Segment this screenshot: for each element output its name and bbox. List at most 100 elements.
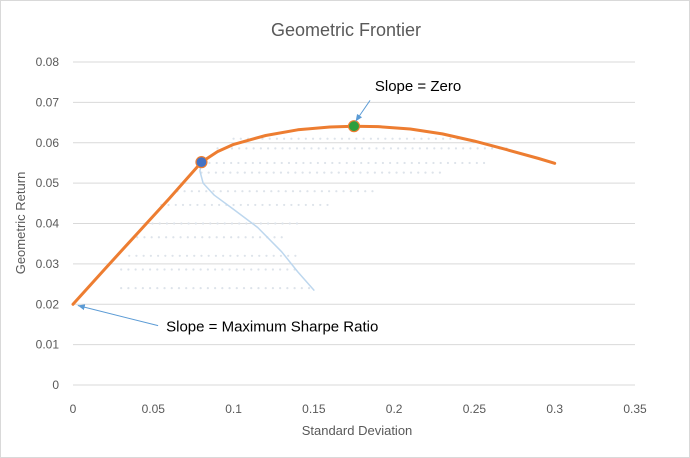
y-tick-label: 0 — [52, 378, 59, 392]
region-dot — [279, 254, 283, 257]
region-dot — [242, 287, 246, 290]
x-tick-label: 0.3 — [546, 402, 563, 416]
region-dot — [483, 147, 486, 150]
region-dot — [229, 254, 232, 257]
tangency-point — [195, 156, 208, 169]
region-dot — [264, 287, 267, 290]
region-dot — [250, 171, 254, 174]
region-dot — [367, 161, 370, 165]
region-dot — [206, 287, 209, 290]
peak-point — [347, 120, 361, 133]
region-dot — [469, 147, 472, 150]
region-dot — [446, 161, 450, 165]
region-dot — [461, 161, 464, 165]
region-dot — [222, 236, 226, 239]
region-dot — [468, 161, 471, 165]
y-tick-label: 0.04 — [36, 217, 60, 231]
region-dot — [273, 161, 276, 165]
region-dot — [246, 203, 250, 207]
region-dot — [235, 287, 238, 290]
region-dot — [214, 254, 218, 257]
region-dot — [316, 161, 319, 165]
region-dot — [404, 147, 407, 150]
region-dot — [222, 161, 226, 165]
region-dot — [193, 236, 197, 239]
region-dot — [148, 287, 152, 290]
region-dot — [319, 203, 322, 207]
region-dot — [177, 268, 181, 271]
region-dot — [272, 171, 275, 174]
region-dot — [328, 190, 331, 193]
region-dot — [232, 137, 235, 140]
region-dot — [250, 268, 253, 271]
region-dot — [261, 203, 264, 207]
region-dot — [288, 222, 291, 225]
region-dot — [439, 161, 442, 165]
region-dot — [384, 137, 387, 140]
region-dot — [344, 171, 348, 174]
region-dot — [185, 254, 189, 257]
region-dot — [136, 236, 139, 239]
region-dot — [203, 203, 206, 207]
region-dot — [194, 222, 197, 225]
region-dot — [258, 254, 261, 257]
x-tick-label: 0.25 — [463, 402, 487, 416]
region-dot — [273, 236, 276, 239]
region-dot — [340, 137, 344, 140]
region-dot — [310, 147, 313, 150]
y-tick-label: 0.06 — [36, 136, 60, 150]
region-dot — [245, 222, 248, 225]
region-dot — [127, 268, 130, 271]
region-dot — [300, 287, 303, 290]
region-dot — [355, 137, 358, 140]
region-dot — [230, 236, 233, 239]
region-dot — [307, 287, 311, 290]
region-dot — [462, 147, 465, 150]
region-dot — [258, 236, 262, 239]
region-dot — [360, 161, 363, 165]
region-dot — [235, 268, 238, 271]
region-dot — [206, 268, 209, 271]
region-dot — [251, 161, 254, 165]
region-dot — [317, 147, 320, 150]
region-dot — [418, 147, 421, 150]
region-dot — [359, 171, 362, 174]
region-dot — [165, 222, 169, 225]
region-dot — [170, 268, 173, 271]
region-dot — [209, 222, 212, 225]
region-dot — [286, 287, 289, 290]
region-dot — [275, 203, 279, 207]
x-tick-label: 0.2 — [386, 402, 403, 416]
region-dot — [326, 203, 329, 207]
region-dot — [259, 147, 262, 150]
region-dot — [409, 171, 413, 174]
region-dot — [427, 137, 430, 140]
region-dot — [186, 236, 189, 239]
region-dot — [228, 268, 231, 271]
region-dot — [264, 268, 267, 271]
region-dot — [320, 190, 323, 193]
region-dot — [411, 147, 414, 150]
region-dot — [301, 171, 304, 174]
region-dot — [396, 161, 399, 165]
region-dot — [226, 190, 230, 193]
region-dot — [475, 161, 478, 165]
region-dot — [243, 254, 246, 257]
y-tick-label: 0.01 — [36, 338, 60, 352]
region-dot — [376, 137, 380, 140]
region-dot — [185, 268, 188, 271]
region-dot — [397, 147, 400, 150]
region-dot — [245, 147, 248, 150]
region-dot — [261, 137, 264, 140]
region-dot — [248, 190, 251, 193]
region-dot — [215, 236, 218, 239]
region-dot — [447, 147, 450, 150]
region-dot — [381, 161, 385, 165]
region-dot — [294, 171, 297, 174]
region-dot — [120, 287, 123, 290]
region-dot — [120, 268, 123, 271]
region-dot — [417, 161, 421, 165]
region-dot — [143, 236, 146, 239]
region-dot — [454, 147, 458, 150]
region-dot — [214, 171, 218, 174]
